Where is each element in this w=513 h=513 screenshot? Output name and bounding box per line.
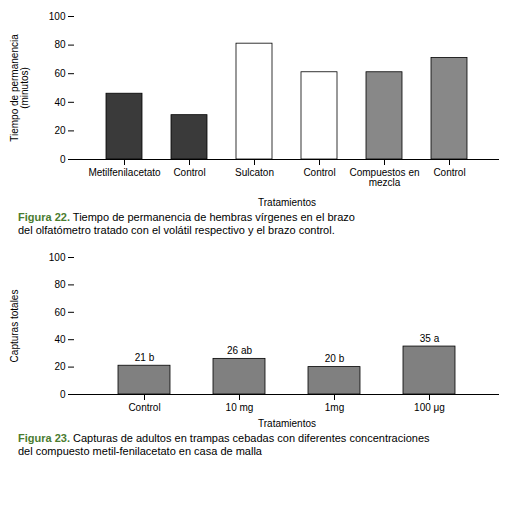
svg-text:Sulcaton: Sulcaton — [235, 167, 274, 178]
svg-text:10 mg: 10 mg — [226, 402, 254, 413]
svg-text:1mg: 1mg — [325, 402, 344, 413]
svg-text:Tratamientos: Tratamientos — [258, 197, 316, 208]
svg-text:100 μg: 100 μg — [414, 402, 445, 413]
svg-text:20: 20 — [54, 361, 66, 372]
svg-text:0: 0 — [60, 389, 66, 400]
svg-text:21 b: 21 b — [135, 352, 155, 363]
svg-text:Control: Control — [173, 167, 205, 178]
svg-text:100: 100 — [49, 11, 66, 22]
svg-text:Control: Control — [303, 167, 335, 178]
svg-text:20: 20 — [54, 125, 66, 136]
svg-text:80: 80 — [54, 39, 66, 50]
svg-text:35 a: 35 a — [420, 333, 440, 344]
svg-text:Compuestos enmezcla: Compuestos enmezcla — [349, 167, 419, 188]
svg-text:80: 80 — [54, 279, 66, 290]
html-text:Figura 23. Capturas de adultos: Figura 23. Capturas de adultos en trampa… — [18, 432, 430, 457]
svg-text:20 b: 20 b — [325, 353, 345, 364]
svg-text:40: 40 — [54, 334, 66, 345]
svg-text:Tratamientos: Tratamientos — [258, 418, 316, 429]
svg-text:Metilfenilacetato: Metilfenilacetato — [88, 167, 161, 178]
svg-text:100: 100 — [49, 252, 66, 263]
svg-text:26 ab: 26 ab — [227, 345, 252, 356]
svg-text:Control: Control — [433, 167, 465, 178]
svg-text:60: 60 — [54, 68, 66, 79]
html-text:Figura 22. Tiempo de permanenc: Figura 22. Tiempo de permanencia de hemb… — [18, 211, 355, 236]
svg-text:Tiempo de permanencia(minutos): Tiempo de permanencia(minutos) — [9, 34, 30, 142]
svg-text:Control: Control — [128, 402, 160, 413]
svg-text:0: 0 — [60, 154, 66, 165]
svg-text:60: 60 — [54, 307, 66, 318]
svg-text:Capturas totales: Capturas totales — [9, 290, 20, 363]
svg-text:40: 40 — [54, 97, 66, 108]
